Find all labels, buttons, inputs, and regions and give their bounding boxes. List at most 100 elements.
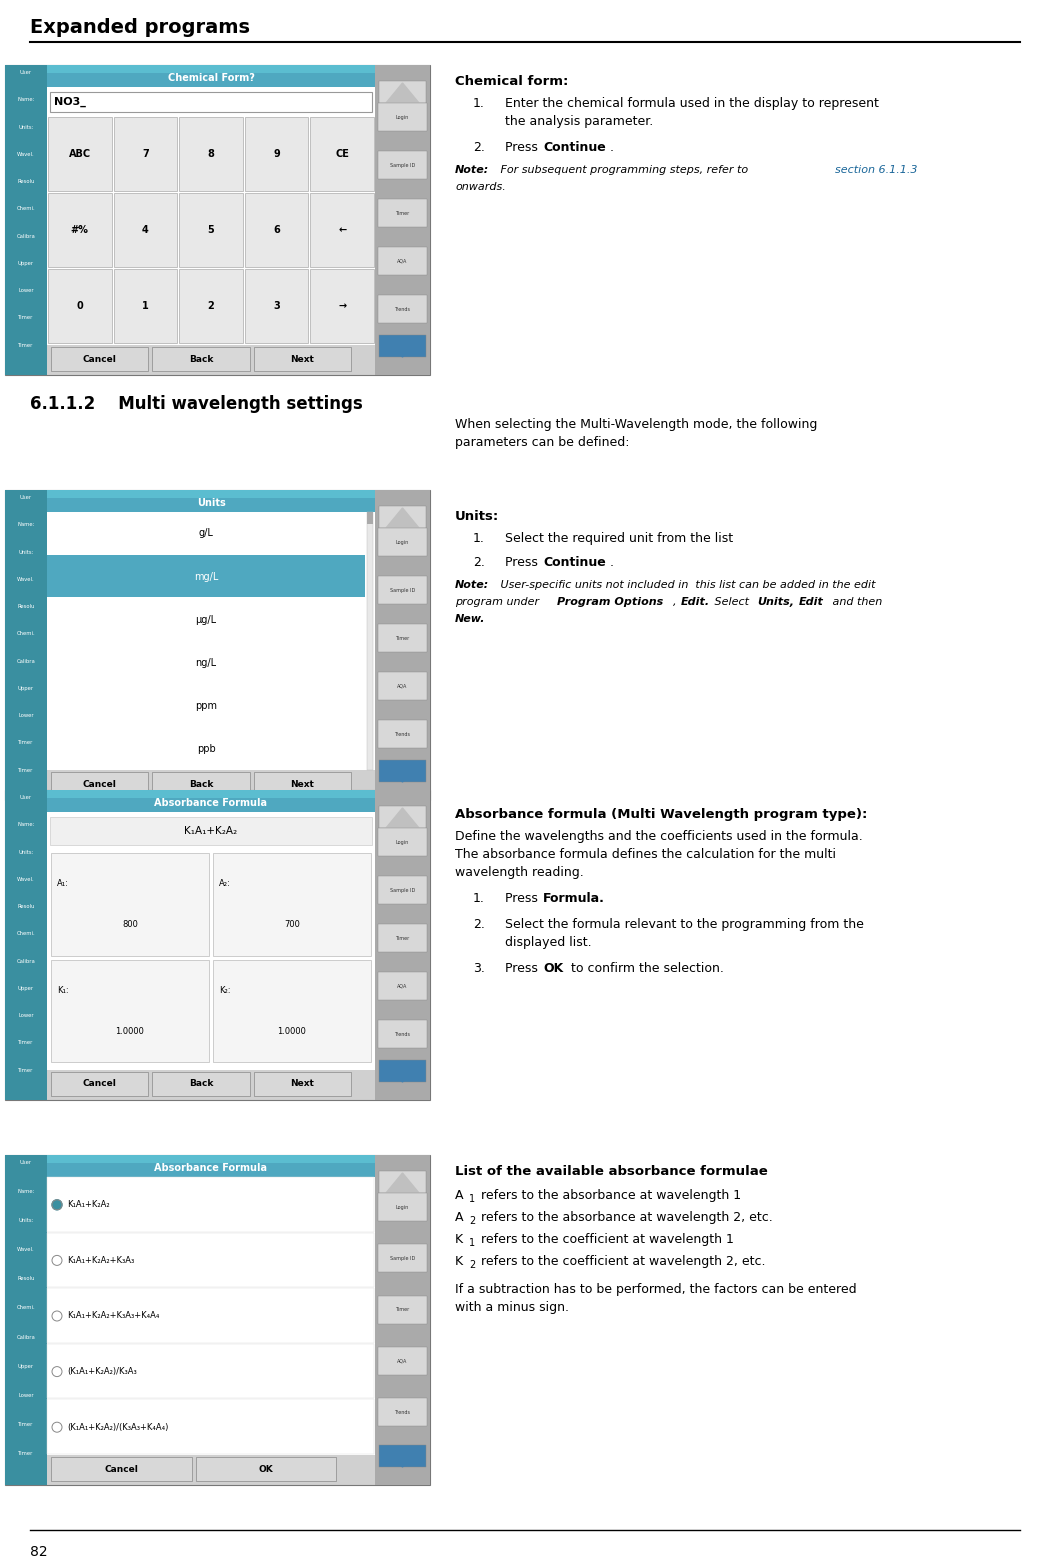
Text: Select the required unit from the list: Select the required unit from the list [505,532,733,545]
Text: 8: 8 [208,148,214,159]
Text: Edit.: Edit. [681,596,710,607]
Text: Chemi.: Chemi. [17,932,36,937]
Text: Cancel: Cancel [83,1080,117,1088]
Text: Trends: Trends [395,732,411,737]
Text: Timer: Timer [18,1068,34,1072]
Bar [47,66,375,87]
Bar [113,194,177,267]
Text: µg/L: µg/L [195,615,216,624]
Text: Enter the chemical formula used in the display to represent: Enter the chemical formula used in the d… [505,97,879,109]
Text: ABC: ABC [68,148,91,159]
Bar [47,812,375,1069]
Bar [378,1019,427,1047]
Text: A₁:: A₁: [57,879,69,888]
Polygon shape [386,507,419,528]
Text: List of the available absorbance formulae: List of the available absorbance formula… [455,1165,768,1179]
Bar [378,973,427,1001]
Bar [51,960,209,1061]
Text: Wavel.: Wavel. [17,578,35,582]
Text: 3.: 3. [472,962,485,976]
Text: Press: Press [505,962,542,976]
Bar [213,852,371,955]
Text: A: A [455,1211,463,1224]
Bar [254,347,351,372]
Bar [375,66,430,375]
Text: refers to the absorbance at wavelength 1: refers to the absorbance at wavelength 1 [477,1189,741,1202]
Circle shape [52,1200,62,1210]
Polygon shape [386,1172,419,1193]
Text: Program Options: Program Options [556,596,664,607]
Text: 82: 82 [30,1545,47,1559]
Text: Back: Back [189,779,213,788]
Text: AQA: AQA [397,1358,407,1363]
Text: Select the formula relevant to the programming from the: Select the formula relevant to the progr… [505,918,864,930]
Bar [51,1072,148,1096]
Bar [5,1155,47,1485]
Text: Calibra: Calibra [17,659,36,663]
Bar [47,1288,374,1342]
Text: Timer: Timer [18,315,34,320]
Text: 1.: 1. [472,532,485,545]
Bar [47,87,375,345]
Text: User-specific units not included in  this list can be added in the edit: User-specific units not included in this… [497,581,876,590]
Text: Back: Back [189,1080,213,1088]
Text: 2: 2 [208,301,214,311]
Text: Timer: Timer [18,768,34,773]
Bar [378,528,427,556]
Text: Upper: Upper [18,987,34,991]
Text: Timer: Timer [396,211,410,215]
Bar [180,268,243,343]
Text: Cancel: Cancel [83,354,117,364]
Bar [47,727,365,770]
Text: Lower: Lower [18,289,34,293]
Bar [378,720,427,748]
Text: OK: OK [258,1464,273,1474]
Bar [47,512,375,770]
Polygon shape [386,1061,419,1082]
Text: 1.0000: 1.0000 [277,1027,307,1037]
Bar [195,1456,336,1481]
Text: A: A [455,1189,463,1202]
Bar [47,556,365,596]
Bar [47,490,375,498]
Text: 7: 7 [142,148,149,159]
Text: Resolu: Resolu [17,1277,35,1282]
Text: #%: #% [70,225,89,236]
Text: 5: 5 [208,225,214,236]
Bar [5,1155,430,1485]
Text: Name:: Name: [17,823,35,827]
Text: ng/L: ng/L [195,657,216,668]
Text: Lower: Lower [18,713,34,718]
Text: g/L: g/L [198,529,213,539]
Text: Sample ID: Sample ID [390,1257,415,1261]
Text: Login: Login [396,840,410,845]
Text: Timer: Timer [396,1307,410,1313]
Text: K₁A₁+K₂A₂+K₃A₃: K₁A₁+K₂A₂+K₃A₃ [67,1257,134,1264]
Bar [368,512,373,524]
Bar [213,960,371,1061]
Bar [379,805,426,827]
Text: NO3_: NO3_ [54,97,86,108]
Bar [113,268,177,343]
Text: Chemi.: Chemi. [17,206,36,211]
Bar [47,598,365,640]
Text: User: User [20,1160,33,1165]
Text: 2.: 2. [472,140,485,155]
Text: Units:: Units: [18,849,34,854]
Text: mg/L: mg/L [194,571,218,582]
Text: 1: 1 [469,1194,475,1204]
Text: Note:: Note: [455,581,489,590]
Text: Note:: Note: [455,165,489,175]
Text: Resolu: Resolu [17,604,35,609]
Text: The absorbance formula defines the calculation for the multi: The absorbance formula defines the calcu… [455,848,836,862]
Text: Edit: Edit [799,596,824,607]
Bar [379,1060,426,1082]
Circle shape [52,1255,62,1266]
Text: User: User [20,495,33,500]
Text: K₁A₁+K₂A₂: K₁A₁+K₂A₂ [185,826,237,837]
Bar [5,490,47,799]
Text: 700: 700 [285,921,300,929]
Text: Chemical form:: Chemical form: [455,75,568,87]
Text: refers to the absorbance at wavelength 2, etc.: refers to the absorbance at wavelength 2… [477,1211,773,1224]
Text: Timer: Timer [18,1422,34,1427]
